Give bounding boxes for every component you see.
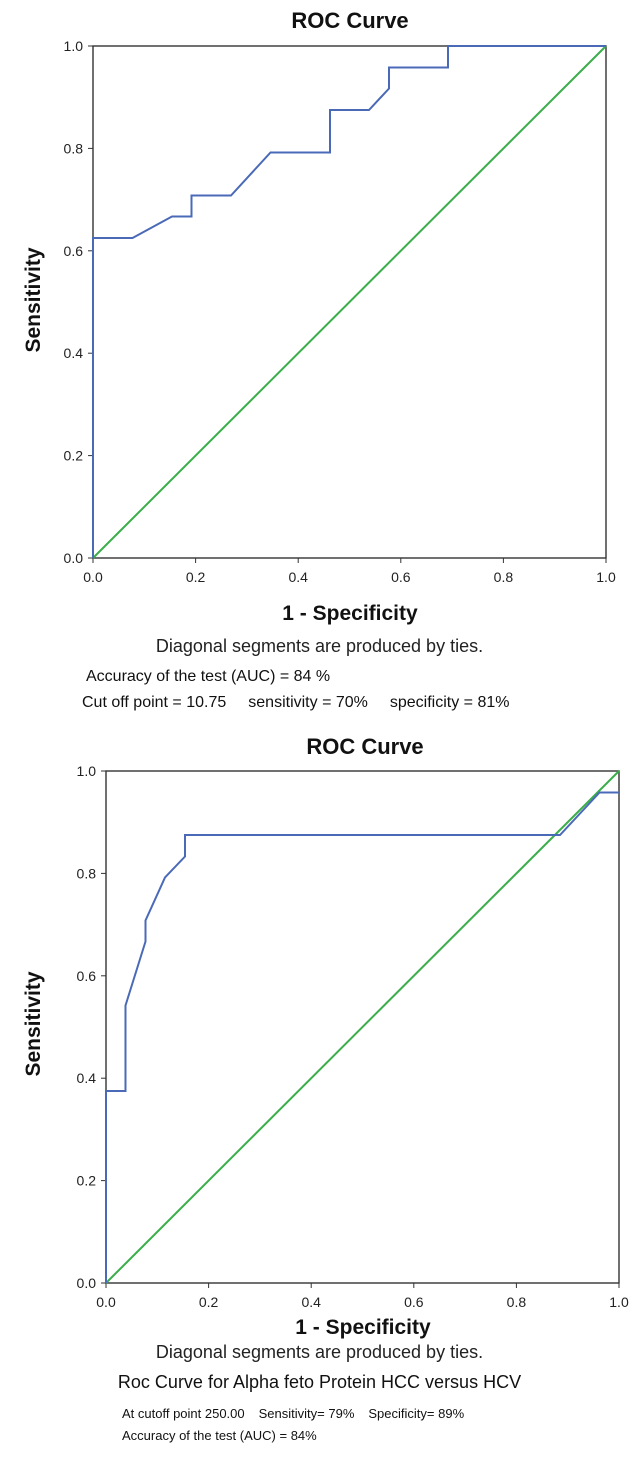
y-tick-label: 0.0 (77, 1275, 97, 1291)
y-tick-label: 0.6 (64, 243, 84, 259)
roc-panel-bottom: ROC Curve Sensitivity 1 - Specificity 0.… (0, 722, 639, 1458)
plot-area: 0.0 0.2 0.4 0.6 0.8 1.0 0.0 0.2 0.4 0.6 0.8 1.0 (77, 763, 629, 1310)
reference-line (105, 770, 620, 1284)
cutoff-text: At cutoff point 250.00 (122, 1406, 245, 1421)
specificity-text: Specificity= 89% (368, 1406, 465, 1421)
y-tick-label: 0.4 (64, 345, 84, 361)
x-tick-label: 0.0 (96, 1294, 116, 1310)
y-tick-label: 0.2 (64, 448, 84, 464)
x-tick-label: 0.6 (404, 1294, 424, 1310)
chart-title: ROC Curve (291, 8, 408, 33)
ties-note: Diagonal segments are produced by ties. (155, 636, 484, 656)
y-tick-label: 0.4 (77, 1070, 97, 1086)
x-tick-label: 0.2 (186, 569, 206, 585)
plot-area: 0.0 0.2 0.4 0.6 0.8 1.0 0.0 0.2 0.4 0.6 0.8 1.0 (64, 38, 616, 585)
y-tick-label: 1.0 (64, 38, 84, 54)
x-tick-label: 0.8 (507, 1294, 527, 1310)
chart-caption: Roc Curve for Alpha feto Protein HCC ver… (117, 1372, 522, 1392)
x-tick-label: 1.0 (596, 569, 616, 585)
x-tick-label: 0.4 (301, 1294, 321, 1310)
plot-frame (105, 770, 620, 1284)
sensitivity-text: sensitivity = 70% (248, 694, 368, 711)
reference-line (92, 45, 607, 559)
accuracy-text: Accuracy of the test (AUC) = 84% (122, 1428, 317, 1443)
roc-panel-top: ROC Curve Sensitivity 1 - Specificity 0.… (0, 0, 639, 722)
specificity-text: specificity = 81% (389, 694, 510, 711)
x-tick-label: 0.0 (83, 569, 103, 585)
y-tick-label: 0.8 (64, 140, 84, 156)
x-tick-label: 0.6 (391, 569, 411, 585)
cutoff-text: Cut off point = 10.75 (82, 694, 227, 711)
ties-note: Diagonal segments are produced by ties. (155, 1342, 484, 1362)
cutoff-stats-line: Cut off point = 10.75 sensitivity = 70% sp… (82, 694, 531, 712)
chart-title: ROC Curve (306, 734, 423, 759)
y-axis-title: Sensitivity (22, 971, 45, 1076)
y-tick-label: 0.2 (77, 1173, 97, 1189)
x-tick-label: 0.2 (199, 1294, 219, 1310)
y-tick-label: 0.6 (77, 968, 97, 984)
y-tick-label: 1.0 (77, 763, 97, 779)
y-tick-label: 0.0 (64, 550, 84, 566)
x-axis-title: 1 - Specificity (295, 1316, 431, 1339)
roc-chart-top: ROC Curve Sensitivity 1 - Specificity 0.… (22, 8, 616, 625)
y-axis-title: Sensitivity (22, 247, 45, 352)
x-tick-label: 1.0 (609, 1294, 629, 1310)
roc-curve-line (105, 791, 619, 1283)
roc-chart-bottom: ROC Curve Sensitivity 1 - Specificity 0.… (22, 734, 629, 1339)
roc-curve-line (92, 45, 606, 558)
x-tick-label: 0.8 (494, 569, 514, 585)
sensitivity-text: Sensitivity= 79% (258, 1406, 355, 1421)
x-tick-label: 0.4 (288, 569, 308, 585)
cutoff-stats-line: At cutoff point 250.00 Sensitivity= 79% Sp… (122, 1406, 478, 1421)
y-tick-label: 0.8 (77, 865, 97, 881)
x-axis-title: 1 - Specificity (282, 602, 418, 625)
accuracy-text: Accuracy of the test (AUC) = 84 % (86, 668, 331, 685)
